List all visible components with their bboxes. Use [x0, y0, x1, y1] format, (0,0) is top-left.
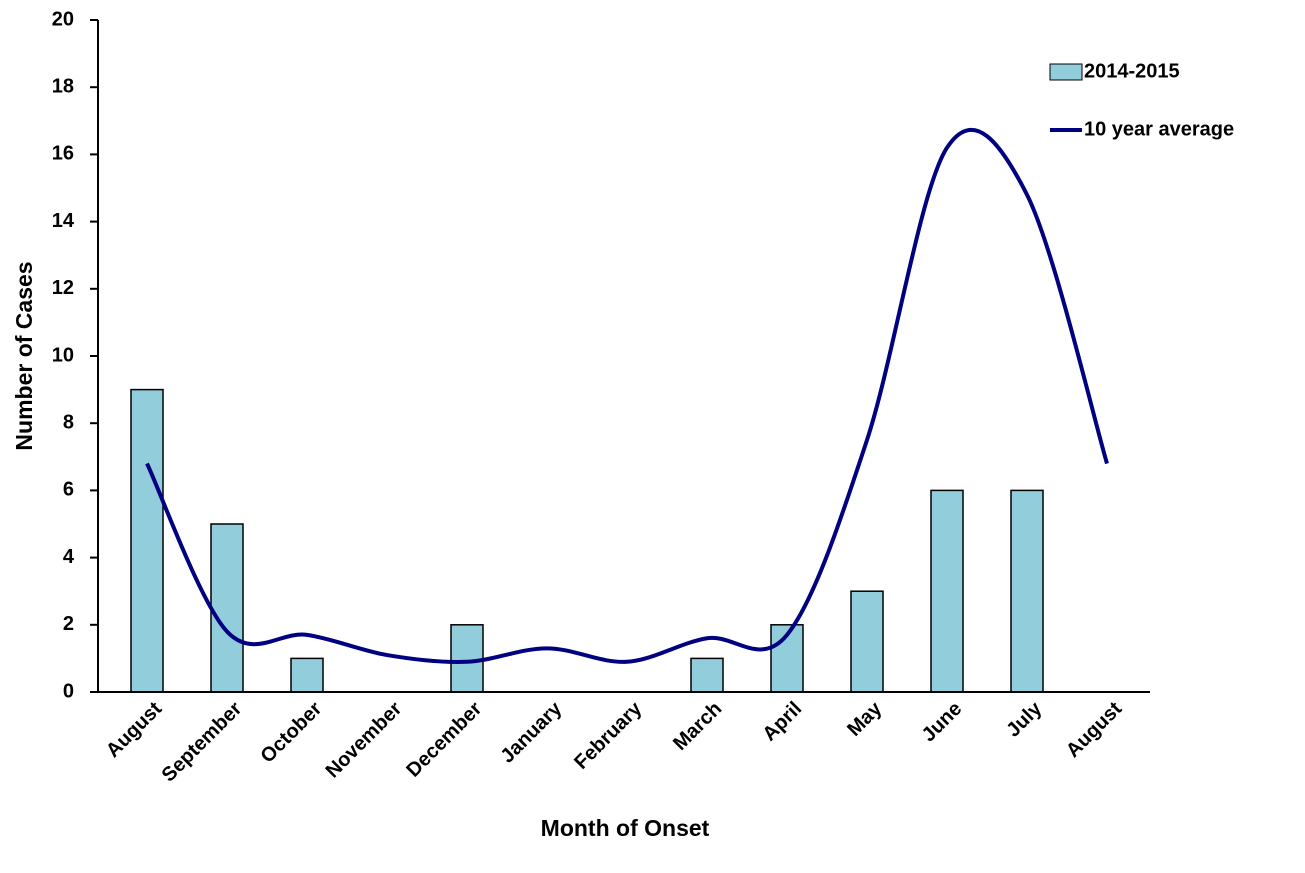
y-tick-label: 16 — [52, 143, 74, 165]
x-tick-label: February — [570, 697, 647, 774]
line — [145, 127, 1109, 664]
x-tick-label: September — [158, 698, 247, 787]
x-tick-label: May — [843, 697, 887, 741]
y-tick-label: 4 — [63, 546, 75, 568]
y-tick-label: 12 — [52, 277, 74, 299]
y-axis-title: Number of Cases — [11, 261, 37, 450]
bar — [130, 388, 164, 693]
x-tick-label: November — [322, 698, 407, 783]
bar — [1010, 489, 1044, 693]
bar — [850, 590, 884, 693]
x-tick-label: June — [918, 698, 967, 747]
x-tick-label: October — [256, 698, 326, 768]
y-tick-label: 0 — [63, 680, 74, 702]
bar — [450, 624, 484, 693]
y-tick-label: 2 — [63, 613, 74, 635]
x-tick-label: December — [402, 698, 486, 782]
bar — [930, 489, 964, 693]
y-tick-label: 6 — [63, 479, 74, 501]
x-tick-label: January — [496, 697, 566, 767]
y-tick-label: 10 — [52, 344, 74, 366]
legend-label: 2014-2015 — [1084, 60, 1180, 82]
y-tick-label: 18 — [52, 75, 74, 97]
x-tick-label: August — [1062, 697, 1127, 762]
bar — [690, 657, 724, 693]
y-tick-label: 14 — [52, 210, 75, 232]
x-tick-label: April — [758, 698, 806, 746]
y-tick-label: 20 — [52, 8, 74, 30]
bar — [290, 657, 324, 693]
y-tick-label: 8 — [63, 411, 74, 433]
x-tick-label: July — [1002, 697, 1046, 741]
x-tick-label: August — [102, 697, 167, 762]
legend-label: 10 year average — [1084, 118, 1234, 140]
bar — [210, 523, 244, 693]
x-axis-title: Month of Onset — [541, 815, 710, 841]
x-tick-label: March — [669, 698, 726, 755]
legend-swatch — [1049, 63, 1083, 81]
